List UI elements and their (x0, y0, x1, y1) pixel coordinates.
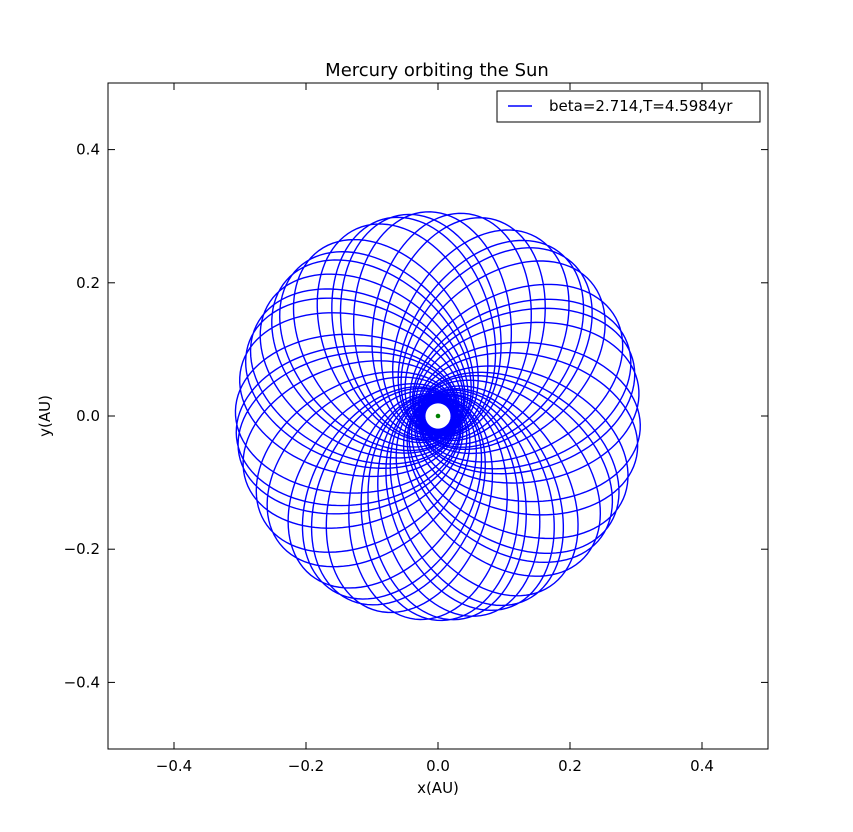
x-tick-label: −0.4 (156, 757, 192, 775)
sun-marker (435, 413, 441, 419)
x-axis-label: x(AU) (417, 779, 459, 797)
legend-box (496, 90, 761, 123)
y-tick-label: −0.4 (64, 673, 100, 691)
x-tick-label: −0.2 (288, 757, 324, 775)
y-tick-label: 0.4 (76, 141, 100, 159)
legend-label: beta=2.714,T=4.5984yr (549, 97, 733, 115)
chart-title: Mercury orbiting the Sun (325, 60, 549, 81)
orbit-series (234, 211, 641, 622)
y-tick-label: 0.0 (76, 407, 100, 425)
axis-ticks: −0.4 −0.2 0.0 0.2 0.4 −0.4 −0.2 0.0 0.2 0.4 (64, 83, 768, 775)
x-tick-label: 0.4 (690, 757, 714, 775)
y-tick-label: −0.2 (64, 540, 100, 558)
legend: beta=2.714,T=4.5984yr (496, 90, 761, 123)
x-tick-label: 0.0 (426, 757, 450, 775)
x-tick-label: 0.2 (558, 757, 582, 775)
y-axis-label: y(AU) (36, 395, 54, 437)
y-tick-label: 0.2 (76, 274, 100, 292)
plot-frame (107, 82, 769, 750)
orbit-line (234, 211, 641, 622)
